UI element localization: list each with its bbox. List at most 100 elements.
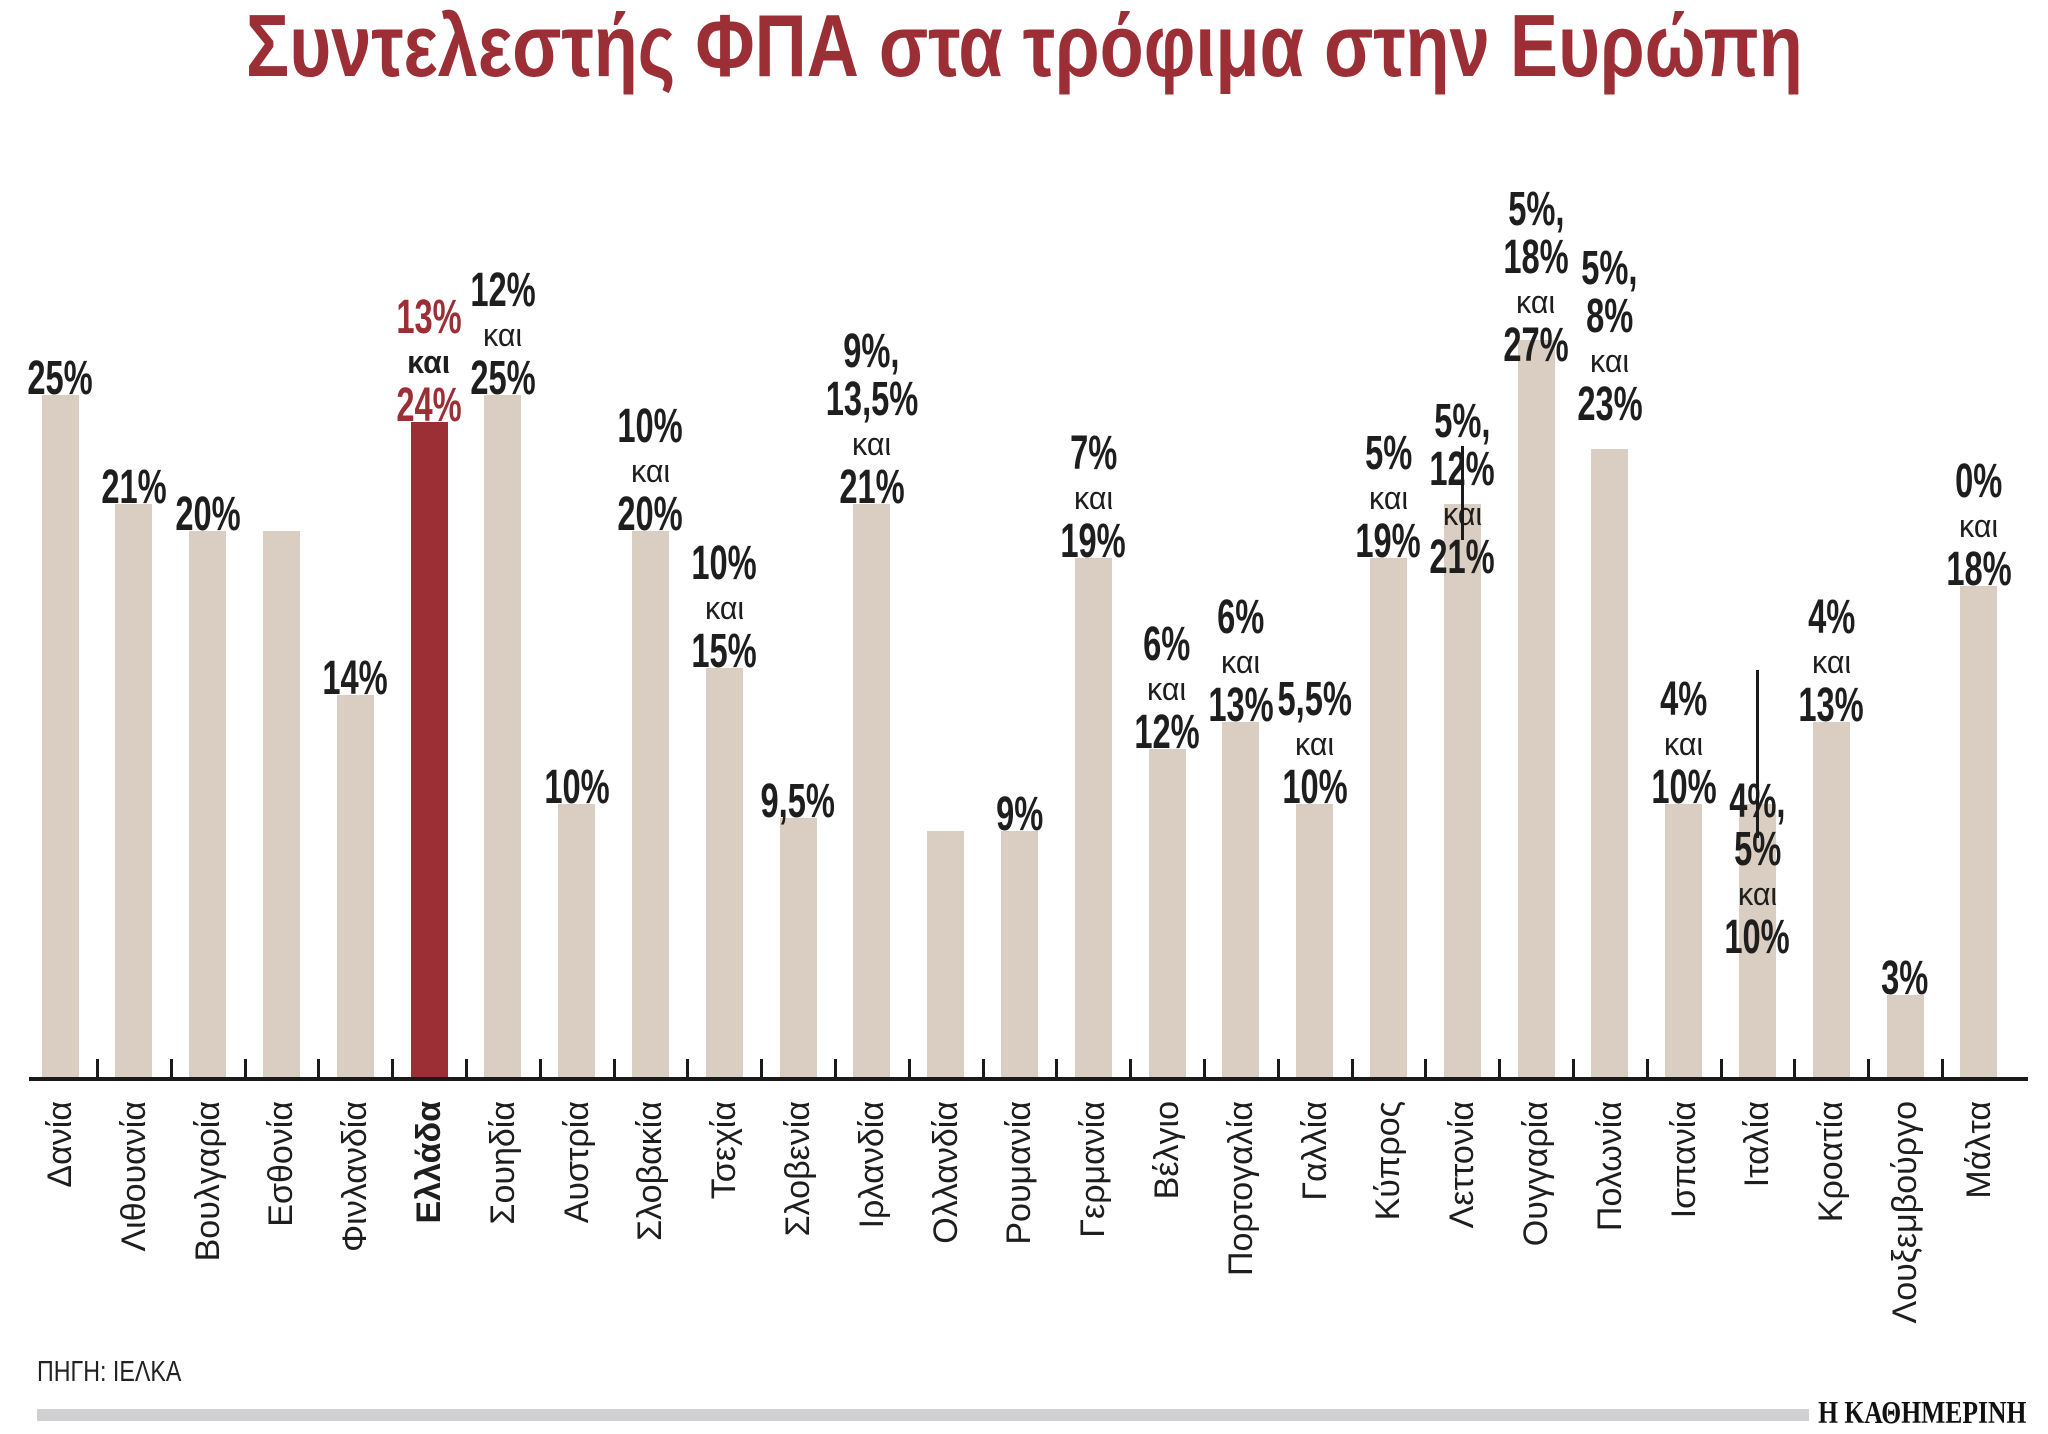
category-label: Ουγγαρία (1517, 1101, 1555, 1247)
data-label-text: 21% (101, 460, 167, 514)
data-label-line: 10% (1604, 764, 1764, 812)
axis-tick (169, 1059, 173, 1077)
data-label-text: και (1221, 644, 1261, 681)
data-label: 21% (54, 460, 214, 514)
data-label-text: 0% (1955, 454, 2003, 508)
data-label-line: και (349, 342, 509, 382)
data-label-text: 15% (691, 624, 757, 678)
publisher-name: Η ΚΑΘΗΜΕΡΙΝΗ (1817, 1394, 2026, 1430)
data-label-text: και (1368, 480, 1408, 517)
data-label: 5%, 18% και 27% (1456, 185, 1616, 372)
data-label-line: 10% (1235, 764, 1395, 812)
data-label-text: και (852, 425, 892, 462)
data-label: 6% και 12% (1087, 621, 1247, 757)
leader-line (1755, 670, 1759, 838)
category-label: Ισπανία (1664, 1101, 1703, 1219)
axis-tick (1940, 1059, 1944, 1077)
data-label-line: 13% (1751, 682, 1911, 730)
data-label-line: 18% (1456, 233, 1616, 282)
bar-8 (631, 531, 669, 1077)
bar-14 (1074, 558, 1112, 1077)
data-label-line: 27% (1456, 318, 1616, 372)
data-label-line: 21% (1382, 533, 1542, 582)
data-label-text: 27% (1503, 318, 1569, 372)
bar-5 (410, 421, 448, 1077)
category-label: Κύπρος (1369, 1101, 1408, 1221)
data-label: 12% και 25% (423, 266, 583, 403)
data-label-line: 4% (1604, 676, 1764, 724)
data-label-text: και (1073, 480, 1113, 517)
category-label: Σουηδία (483, 1101, 522, 1225)
data-label-text: και (1959, 507, 1999, 544)
bar-3 (262, 531, 300, 1077)
data-label-text: και (704, 589, 744, 626)
data-label-text: 24% (396, 378, 462, 432)
source-note: ΠΗΓΗ: ΙΕΛΚΑ (37, 1356, 217, 1389)
bar-20 (1517, 339, 1555, 1077)
data-label: 5,5% και 10% (1235, 676, 1395, 812)
axis-tick (907, 1059, 911, 1077)
data-label-line: 9% (939, 791, 1099, 839)
data-label-line: και (1013, 478, 1173, 518)
x-axis (29, 1077, 2028, 1081)
chart-title: Συντελεστής ΦΠΑ στα τρόφιμα στην Ευρώπη (0, 0, 2048, 96)
data-label-line: 15% (644, 624, 804, 678)
data-label-line: και (1087, 669, 1247, 709)
data-label-line: και (1235, 724, 1395, 764)
data-label-text: και (1516, 283, 1556, 320)
data-label-text: 19% (1060, 515, 1126, 569)
axis-tick (1424, 1059, 1428, 1077)
bar-21 (1591, 449, 1629, 1077)
data-label-text: 19% (1355, 515, 1422, 569)
data-label-text: 18% (1946, 542, 2012, 596)
data-label: 4% και 10% (1604, 676, 1764, 812)
category-label: Βέλγιο (1148, 1101, 1186, 1200)
category-label: Αυστρία (557, 1101, 596, 1224)
data-label-line: 10% (644, 536, 804, 590)
bar-6 (484, 394, 522, 1077)
data-label-line: και (1899, 506, 2048, 546)
data-label-line: 13,5% (792, 375, 952, 424)
data-label-text: 4% (1807, 591, 1855, 645)
data-label-text: και (407, 343, 451, 380)
bar-15 (1148, 749, 1186, 1077)
data-label-line: 13% (1161, 682, 1321, 730)
data-label-text: 10% (691, 536, 757, 590)
data-label-line: 6% (1087, 621, 1247, 669)
data-label: 10% και 20% (570, 403, 730, 539)
data-label-line: 9,5% (718, 774, 878, 828)
data-label-text: 9,5% (760, 774, 836, 828)
data-label-text: 20% (174, 488, 241, 541)
category-label: Σλοβενία (779, 1101, 817, 1237)
category-label: Πολωνία (1590, 1101, 1629, 1232)
axis-tick (1055, 1059, 1059, 1077)
bar-19 (1443, 503, 1481, 1077)
data-label-line: και (1677, 874, 1837, 914)
bar-17 (1296, 804, 1334, 1077)
category-label: Μάλτα (1959, 1101, 1998, 1199)
category-label: Ολλανδία (926, 1101, 965, 1244)
axis-tick (1276, 1059, 1280, 1077)
data-label-line: 19% (1308, 518, 1468, 566)
data-label-line: και (1456, 282, 1616, 322)
axis-tick (1645, 1059, 1649, 1077)
chart-title-text: Συντελεστής ΦΠΑ στα τρόφιμα στην Ευρώπη (245, 0, 1803, 95)
data-label-text: 21% (839, 460, 905, 514)
axis-tick (1571, 1059, 1575, 1077)
axis-tick (538, 1059, 542, 1077)
footer-bar (37, 1409, 1809, 1421)
data-label-text: 9% (995, 788, 1043, 842)
axis-tick (317, 1059, 321, 1077)
data-label-line: 13% (349, 293, 509, 342)
data-label-line: 14% (275, 654, 435, 703)
data-label: 20% (128, 491, 288, 539)
axis-tick (464, 1059, 468, 1077)
data-label: 0% και 18% (1899, 454, 2048, 596)
data-label: 9%, 13,5% και 21% (792, 327, 952, 514)
data-label-line: 5%, (1530, 245, 1690, 293)
data-label-text: 13% (1798, 679, 1864, 733)
data-label: 25% (0, 354, 140, 403)
category-label: Γαλλία (1295, 1101, 1334, 1201)
data-label-text: 23% (1577, 378, 1643, 432)
bar-2 (189, 531, 227, 1077)
